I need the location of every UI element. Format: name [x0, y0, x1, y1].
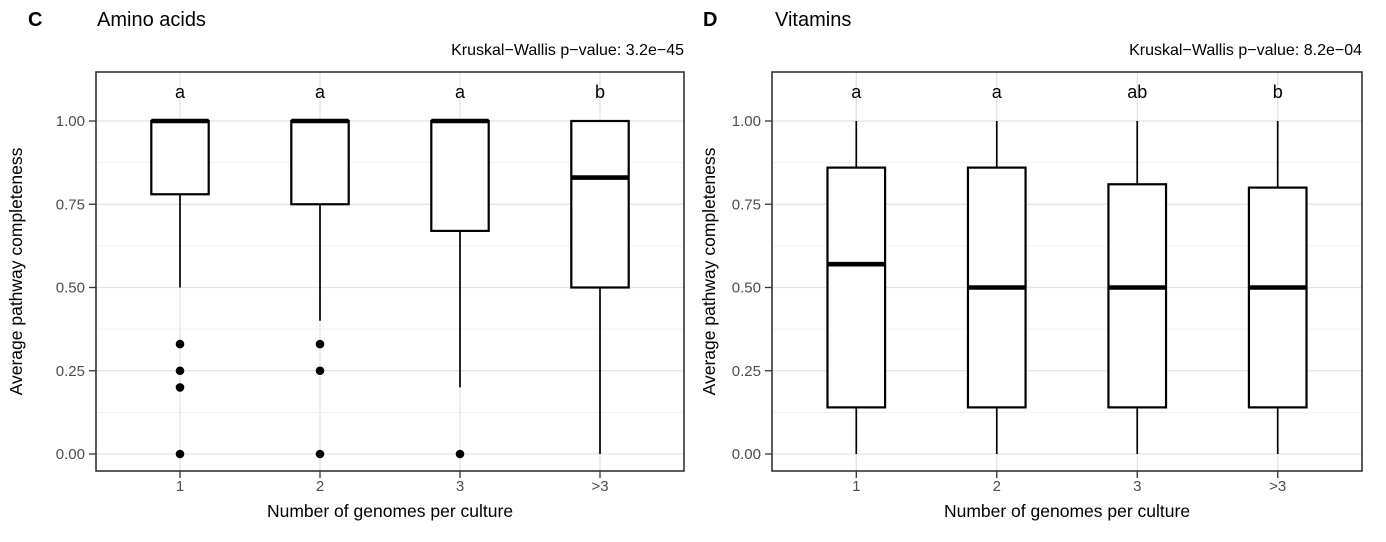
y-axis-title: Average pathway completeness [6, 147, 26, 395]
x-tick-label: >3 [1269, 478, 1286, 495]
box [150, 119, 210, 196]
panel-border [771, 71, 1363, 472]
x-axis-title: Number of genomes per culture [944, 501, 1190, 521]
significance-letter: a [851, 82, 862, 102]
significance-letter: b [595, 82, 605, 102]
significance-letter: a [175, 82, 186, 102]
kruskal-wallis-annotation: Kruskal−Wallis p−value: 3.2e−45 [451, 42, 684, 59]
x-tick-label: 2 [316, 478, 324, 495]
significance-letter: b [1273, 82, 1283, 102]
y-tick-label: 0.25 [56, 363, 85, 380]
x-tick-label: >3 [591, 478, 608, 495]
x-tick-label: 3 [1133, 478, 1141, 495]
panel-letter: D [703, 9, 718, 31]
y-tick-label: 0.75 [732, 196, 761, 213]
y-tick-label: 0.50 [732, 280, 761, 297]
outlier-point [315, 339, 325, 349]
panel-border [95, 71, 685, 472]
x-tick-label: 1 [852, 478, 860, 495]
box [1107, 183, 1168, 409]
y-tick-label: 0.25 [732, 363, 761, 380]
y-tick-label: 0.75 [56, 196, 85, 213]
panel-letter: C [28, 9, 43, 31]
outlier-point [175, 449, 185, 459]
y-tick-label: 0.00 [56, 446, 85, 463]
outlier-point [175, 383, 185, 392]
panel-title: Amino acids [97, 9, 206, 31]
x-tick-label: 3 [456, 478, 464, 495]
y-tick-label: 0.50 [56, 280, 85, 297]
outlier-point [315, 449, 325, 459]
y-tick-label: 1.00 [732, 113, 761, 130]
x-tick-label: 1 [176, 478, 184, 495]
boxplot-chart-vitamins: a a ab b 0.00 0.25 0.50 0.75 1.00 1 2 3 >3 Number of … [699, 71, 1363, 521]
significance-letter: ab [1127, 82, 1147, 102]
outlier-point [455, 449, 465, 459]
x-axis-title: Number of genomes per culture [267, 501, 513, 521]
panel-title: Vitamins [775, 9, 852, 31]
kruskal-wallis-annotation: Kruskal−Wallis p−value: 8.2e−04 [1129, 42, 1362, 59]
y-tick-label: 0.00 [732, 446, 761, 463]
y-tick-label: 1.00 [56, 113, 85, 130]
box [290, 119, 350, 206]
panel-amino-acids: C Amino acids Kruskal−Wallis p−value: 3.… [6, 9, 685, 521]
significance-letter: a [315, 82, 326, 102]
box [1247, 186, 1308, 409]
outlier-point [175, 339, 185, 349]
box [430, 119, 490, 232]
boxplot-chart-amino-acids: a a a b 0.00 0.25 0.50 0.75 1.00 1 2 3 >3 Number of g… [6, 71, 685, 521]
significance-letter: a [455, 82, 466, 102]
x-tick-label: 2 [993, 478, 1001, 495]
significance-letter: a [992, 82, 1003, 102]
outlier-point [175, 366, 185, 376]
outlier-point [315, 366, 325, 376]
box [826, 166, 887, 409]
panel-vitamins: D Vitamins Kruskal−Wallis p−value: 8.2e−… [693, 0, 1386, 542]
y-axis-title: Average pathway completeness [699, 147, 719, 395]
box [570, 119, 630, 289]
